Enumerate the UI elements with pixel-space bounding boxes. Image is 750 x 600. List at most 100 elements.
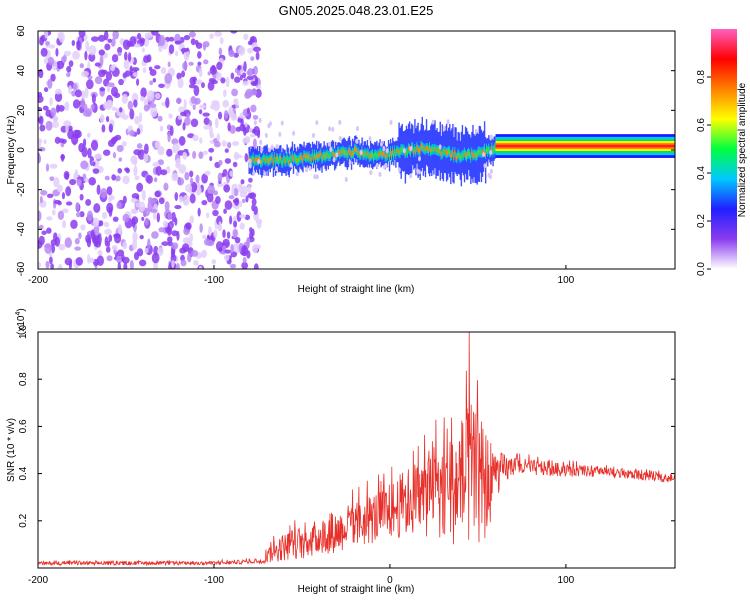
noise-blob — [214, 141, 221, 148]
noise-blob — [140, 87, 147, 98]
noise-blob — [201, 199, 208, 206]
noise-blob — [152, 77, 157, 83]
noise-blob — [158, 45, 163, 53]
noise-blob — [198, 265, 203, 269]
noise-blob — [79, 63, 85, 69]
noise-blob — [133, 99, 138, 108]
noise-blob — [110, 86, 119, 97]
faint-blob — [389, 119, 393, 125]
noise-blob — [236, 211, 242, 222]
noise-blob — [76, 40, 81, 51]
y-tick-label: 40 — [16, 65, 27, 77]
noise-blob — [182, 61, 188, 71]
noise-blob — [93, 153, 102, 160]
noise-blob — [90, 140, 99, 151]
noise-blob — [223, 89, 227, 98]
noise-blob — [171, 260, 175, 269]
noise-blob — [39, 36, 45, 46]
faint-blob — [489, 134, 493, 140]
noise-blob — [116, 255, 123, 264]
noise-blob — [157, 146, 165, 156]
noise-blob — [38, 210, 42, 222]
noise-blob — [61, 153, 65, 162]
faint-blob — [248, 158, 252, 164]
noise-blob — [250, 56, 255, 61]
noise-blob — [207, 184, 216, 195]
noise-blob — [38, 111, 41, 118]
noise-blob — [175, 97, 182, 104]
noise-blob — [189, 233, 194, 243]
noise-blob — [144, 217, 149, 226]
noise-blob — [247, 185, 252, 194]
noise-blob — [42, 105, 49, 111]
noise-blob — [167, 236, 173, 243]
noise-blob — [106, 85, 111, 93]
noise-blob — [85, 199, 92, 206]
faint-blob — [338, 135, 342, 141]
noise-blob — [50, 73, 56, 82]
colorbar-tick-label: 0.8 — [696, 70, 707, 84]
noise-blob — [223, 184, 231, 193]
noise-blob — [243, 61, 247, 73]
noise-blob — [38, 68, 44, 79]
noise-blob — [58, 104, 65, 112]
faint-blob — [312, 132, 316, 138]
noise-blob — [133, 149, 142, 156]
x-tick-label: -200 — [28, 575, 48, 586]
faint-blob — [418, 156, 422, 162]
noise-blob — [123, 262, 128, 269]
noise-blob — [57, 210, 65, 221]
noise-blob — [162, 220, 169, 228]
faint-blob — [308, 165, 312, 171]
noise-blob — [68, 85, 72, 95]
noise-blob — [253, 46, 261, 52]
noise-blob — [94, 62, 101, 67]
noise-blob — [239, 74, 243, 81]
noise-blob — [132, 231, 138, 243]
noise-blob — [136, 33, 142, 40]
noise-blob — [142, 67, 147, 74]
faint-blob — [328, 126, 332, 132]
faint-blob — [385, 148, 389, 154]
noise-blob — [190, 38, 196, 46]
noise-blob — [54, 91, 63, 102]
noise-blob — [136, 143, 143, 149]
noise-blob — [189, 193, 196, 204]
noise-blob — [242, 256, 247, 264]
faint-blob — [489, 150, 493, 156]
noise-blob — [211, 100, 219, 106]
figure-title: GN05.2025.048.23.01.E25 — [279, 3, 434, 18]
noise-blob — [185, 184, 193, 193]
y-tick-label: 0.8 — [18, 372, 29, 386]
noise-blob — [183, 98, 187, 110]
y-tick-label: -40 — [16, 222, 27, 237]
noise-blob — [71, 90, 77, 97]
faint-blob — [442, 126, 446, 132]
noise-blob — [161, 241, 170, 246]
noise-blob — [65, 124, 69, 134]
steady-tone-band — [495, 144, 675, 148]
faint-blob — [275, 144, 279, 150]
noise-blob — [167, 61, 171, 68]
noise-blob — [195, 174, 200, 184]
noise-blob — [74, 169, 79, 178]
colorbar-tick-label: 0.0 — [696, 262, 707, 276]
noise-blob — [151, 252, 160, 264]
noise-blob — [208, 147, 215, 153]
noise-blob — [154, 190, 161, 198]
noise-blob — [175, 50, 179, 57]
noise-blob — [71, 39, 76, 46]
y-tick-label: -60 — [16, 261, 27, 276]
noise-blob — [117, 224, 123, 236]
noise-blob — [55, 88, 62, 95]
noise-blob — [154, 92, 161, 100]
noise-blob — [237, 185, 244, 193]
noise-blob — [217, 111, 223, 120]
noise-blob — [40, 190, 48, 196]
noise-blob — [107, 99, 114, 109]
noise-blob — [39, 195, 43, 204]
noise-blob — [177, 115, 182, 120]
noise-blob — [85, 40, 90, 52]
noise-blob — [237, 65, 242, 71]
